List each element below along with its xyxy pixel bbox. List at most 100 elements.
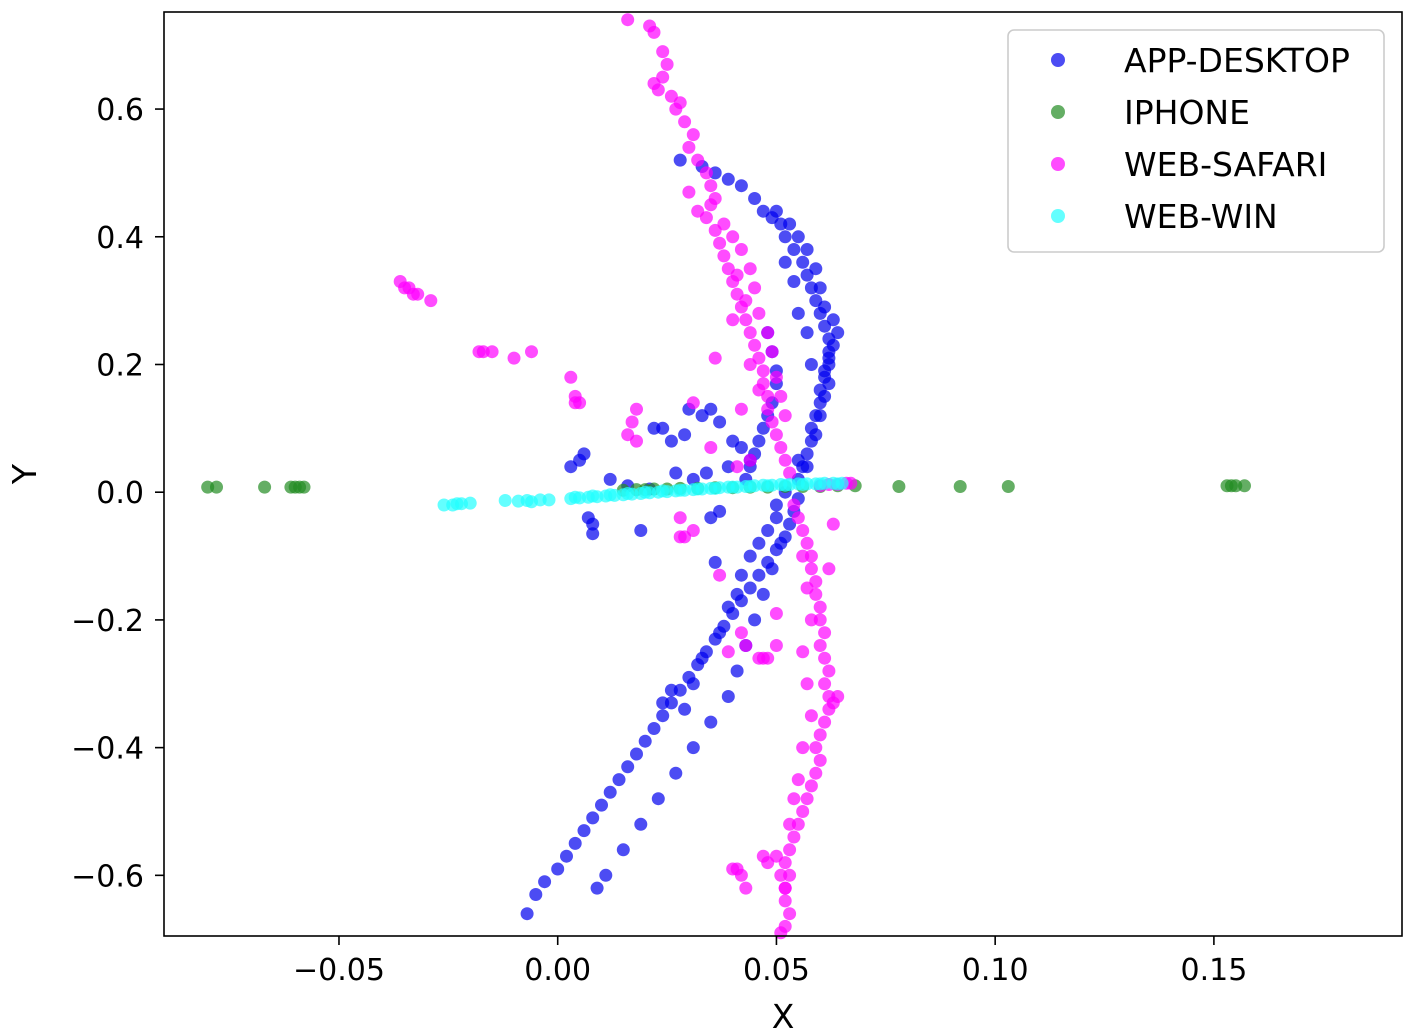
data-point: [800, 536, 814, 550]
data-point: [704, 198, 718, 212]
data-point: [818, 626, 832, 640]
legend-marker: [1051, 157, 1065, 171]
data-point: [787, 830, 801, 844]
data-point: [734, 568, 748, 582]
data-point: [804, 779, 818, 793]
data-point: [595, 798, 608, 812]
data-point: [769, 428, 783, 442]
data-point: [800, 326, 814, 340]
data-point: [612, 773, 626, 787]
data-point: [748, 192, 762, 205]
data-point: [424, 294, 438, 308]
data-point: [818, 715, 832, 729]
data-point: [507, 351, 521, 365]
data-point: [791, 773, 805, 787]
data-point: [651, 83, 665, 97]
data-point: [734, 243, 748, 256]
data-point: [769, 498, 783, 512]
data-point: [630, 402, 643, 416]
data-point: [713, 236, 727, 250]
data-point: [568, 396, 582, 410]
legend-marker: [1051, 209, 1065, 223]
data-point: [813, 281, 827, 295]
data-point: [656, 484, 670, 498]
data-point: [734, 402, 748, 416]
y-tick-label: 0.0: [96, 476, 144, 511]
data-point: [813, 728, 827, 742]
data-point: [726, 480, 740, 494]
data-point: [783, 217, 797, 231]
data-point: [787, 243, 801, 256]
data-point: [778, 409, 792, 423]
data-point: [463, 496, 477, 510]
data-point: [892, 480, 906, 493]
data-point: [695, 651, 709, 665]
x-tick-label: 0.10: [962, 953, 1029, 988]
data-point: [756, 587, 770, 601]
data-point: [708, 555, 722, 569]
data-point: [752, 536, 766, 550]
data-point: [717, 217, 731, 231]
data-point: [761, 651, 775, 665]
data-point: [778, 255, 792, 269]
data-point: [809, 428, 823, 442]
data-point: [686, 396, 700, 410]
series-web-safari: [393, 13, 858, 940]
data-point: [778, 453, 792, 467]
data-point: [769, 370, 783, 384]
data-point: [210, 480, 223, 494]
data-point: [551, 862, 565, 876]
data-point: [625, 415, 639, 429]
data-point: [713, 568, 727, 582]
data-point: [730, 664, 744, 678]
data-point: [730, 587, 744, 601]
x-tick-label: 0.00: [524, 953, 591, 988]
legend-label: WEB-WIN: [1124, 197, 1278, 236]
data-point: [721, 600, 735, 614]
data-point: [813, 477, 827, 491]
data-point: [678, 702, 692, 716]
data-point: [826, 313, 840, 327]
legend: APP-DESKTOP IPHONE WEB-SAFARI WEB-WIN: [1007, 29, 1385, 253]
data-point: [818, 300, 832, 314]
x-axis-title: X: [772, 997, 795, 1034]
data-point: [258, 480, 272, 494]
data-point: [660, 57, 674, 71]
data-point: [656, 45, 670, 59]
data-point: [791, 511, 805, 525]
data-point: [673, 153, 687, 167]
data-point: [739, 881, 753, 895]
data-point: [761, 524, 775, 537]
data-point: [796, 255, 810, 269]
y-tick-label: 0.6: [96, 93, 144, 128]
data-point: [686, 524, 700, 537]
data-point: [774, 868, 788, 882]
data-point: [647, 722, 661, 735]
data-point: [953, 480, 967, 493]
x-tick-label: −0.05: [293, 953, 385, 988]
data-point: [656, 421, 670, 435]
data-point: [831, 690, 845, 703]
data-point: [704, 402, 718, 416]
data-point: [730, 460, 744, 474]
data-point: [678, 115, 692, 129]
legend-box: [1007, 29, 1385, 253]
data-point: [713, 626, 727, 640]
data-point: [734, 179, 748, 193]
data-point: [686, 128, 700, 142]
data-point: [656, 709, 670, 723]
data-point: [568, 490, 582, 504]
legend-label: APP-DESKTOP: [1124, 41, 1350, 80]
data-point: [691, 153, 705, 167]
data-point: [713, 415, 727, 429]
data-point: [630, 747, 643, 761]
data-point: [704, 179, 718, 193]
data-point: [730, 268, 744, 282]
data-point: [818, 651, 832, 665]
legend-entry-iphone: IPHONE: [1051, 93, 1250, 132]
data-point: [787, 792, 801, 806]
data-point: [721, 645, 735, 659]
data-point: [796, 549, 810, 563]
data-point: [804, 709, 818, 723]
data-point: [691, 204, 705, 218]
